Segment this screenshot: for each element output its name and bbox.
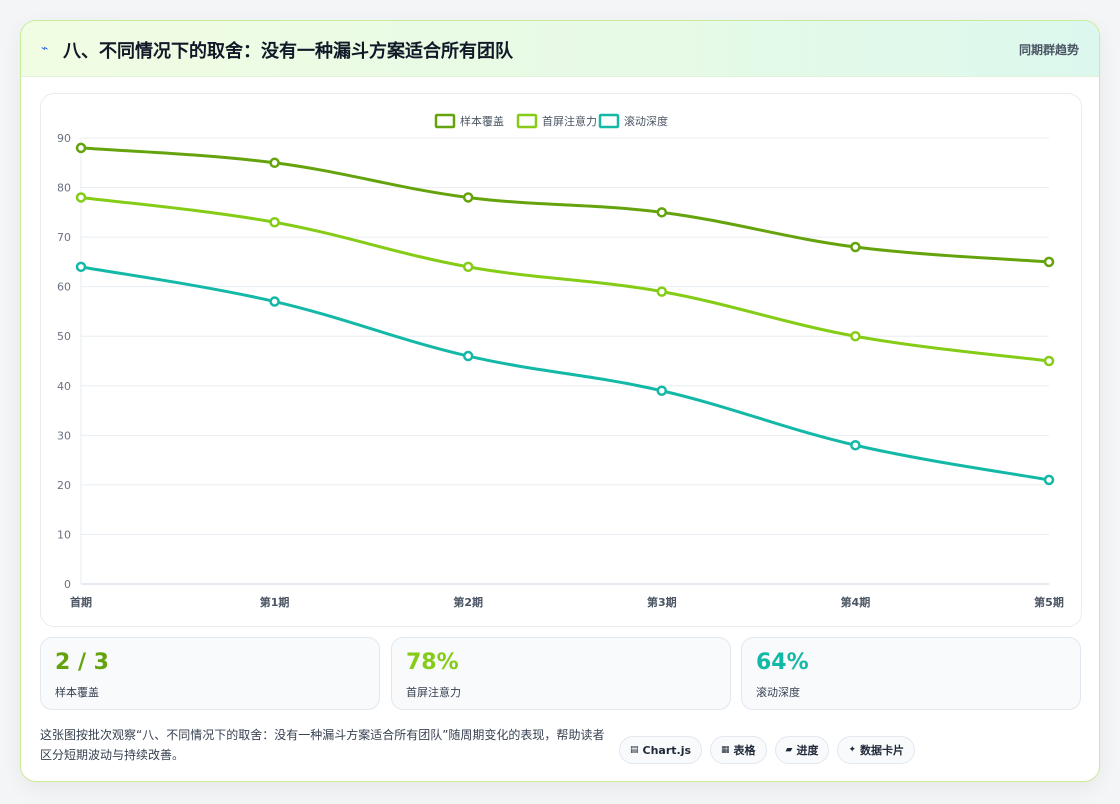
- progress-icon: ▰: [785, 745, 793, 755]
- stat-label: 滚动深度: [756, 686, 800, 699]
- series-line: [80, 146, 1050, 264]
- tag-label: 进度: [796, 744, 819, 757]
- stat-card-attention: 78% 首屏注意力: [391, 637, 731, 710]
- data-point: [1043, 474, 1055, 486]
- data-point: [269, 296, 280, 307]
- data-point: [656, 385, 668, 396]
- x-tick-label: 第2期: [453, 595, 483, 609]
- lightning-icon: ⌁: [41, 41, 49, 55]
- line-chart: 0 10 20 30 40 50 60 70 80 90 首期 第1期 第2期 第3期 第4期 第5期 样本覆盖…: [57, 113, 1064, 609]
- legend-label: 样本覆盖: [460, 114, 504, 128]
- y-tick-label: 10: [57, 528, 71, 541]
- y-tick-label: 20: [57, 479, 71, 492]
- legend-label: 首屏注意力: [542, 114, 597, 128]
- series-line: [80, 195, 1050, 363]
- x-tick-label: 第1期: [260, 595, 290, 609]
- data-point: [75, 142, 87, 154]
- y-tick-label: 60: [57, 281, 71, 294]
- x-tick-label: 第3期: [647, 595, 677, 609]
- tag-label: 数据卡片: [860, 744, 905, 757]
- legend-swatch: [516, 113, 538, 129]
- y-tick-label: 50: [57, 330, 71, 343]
- tag-progress[interactable]: ▰ 进度: [774, 736, 830, 764]
- x-tick-label: 第4期: [841, 595, 871, 609]
- tag-label: 表格: [733, 744, 756, 757]
- legend-label: 滚动深度: [624, 114, 668, 128]
- line-chart-container: 0 10 20 30 40 50 60 70 80 90 首期 第1期 第2期 第3期 第4期 第5期 样本覆盖…: [40, 93, 1082, 627]
- y-tick-label: 40: [57, 380, 71, 393]
- y-tick-label: 0: [64, 578, 71, 591]
- tag-chartjs[interactable]: ▤ Chart.js: [619, 736, 703, 764]
- data-point: [850, 330, 861, 342]
- x-tick-label: 第5期: [1034, 595, 1064, 609]
- data-point: [656, 286, 668, 297]
- tag-list: ▤ Chart.js ▦ 表格 ▰ 进度 ✦ 数据卡片: [619, 736, 916, 764]
- data-point: [75, 192, 87, 203]
- chart-description: 这张图按批次观察“八、不同情况下的取舍：没有一种漏斗方案适合所有团队”随周期变化…: [40, 728, 605, 762]
- series-line: [80, 265, 1050, 482]
- data-point: [462, 261, 474, 273]
- tag-label: Chart.js: [642, 743, 692, 757]
- card-title: 八、不同情况下的取舍：没有一种漏斗方案适合所有团队: [63, 41, 513, 62]
- stat-value: 2 / 3: [55, 650, 109, 675]
- cohort-trend-link[interactable]: 同期群趋势: [1018, 43, 1079, 57]
- data-point: [850, 439, 861, 451]
- data-point: [850, 241, 861, 253]
- chart-card: ⌁ 八、不同情况下的取舍：没有一种漏斗方案适合所有团队 同期群趋势 0 10 20 3…: [20, 20, 1100, 782]
- tag-table[interactable]: ▦ 表格: [710, 736, 767, 764]
- data-point: [656, 207, 668, 218]
- y-tick-label: 70: [57, 231, 71, 244]
- y-tick-label: 80: [57, 182, 71, 195]
- data-point: [269, 216, 280, 228]
- data-point: [462, 350, 474, 362]
- data-point: [1043, 355, 1055, 367]
- stat-card-coverage: 2 / 3 样本覆盖: [40, 637, 380, 710]
- legend-swatch: [434, 113, 456, 129]
- x-tick-label: 首期: [70, 595, 92, 609]
- data-point: [75, 261, 87, 273]
- card-header: ⌁ 八、不同情况下的取舍：没有一种漏斗方案适合所有团队 同期群趋势: [21, 21, 1099, 77]
- stat-value: 78%: [406, 650, 459, 675]
- table-icon: ▦: [721, 745, 730, 755]
- data-point: [462, 192, 474, 203]
- data-point: [269, 157, 280, 169]
- card-icon: ✦: [848, 745, 857, 755]
- stat-label: 样本覆盖: [55, 686, 99, 699]
- stat-label: 首屏注意力: [406, 686, 461, 699]
- tag-data-card[interactable]: ✦ 数据卡片: [837, 736, 916, 764]
- y-tick-label: 30: [57, 429, 71, 442]
- chart-icon: ▤: [630, 745, 639, 755]
- y-tick-label: 90: [57, 132, 71, 145]
- stat-card-scroll: 64% 滚动深度: [741, 637, 1081, 710]
- data-point: [1043, 256, 1055, 268]
- stat-value: 64%: [756, 650, 809, 675]
- legend-swatch: [598, 113, 620, 129]
